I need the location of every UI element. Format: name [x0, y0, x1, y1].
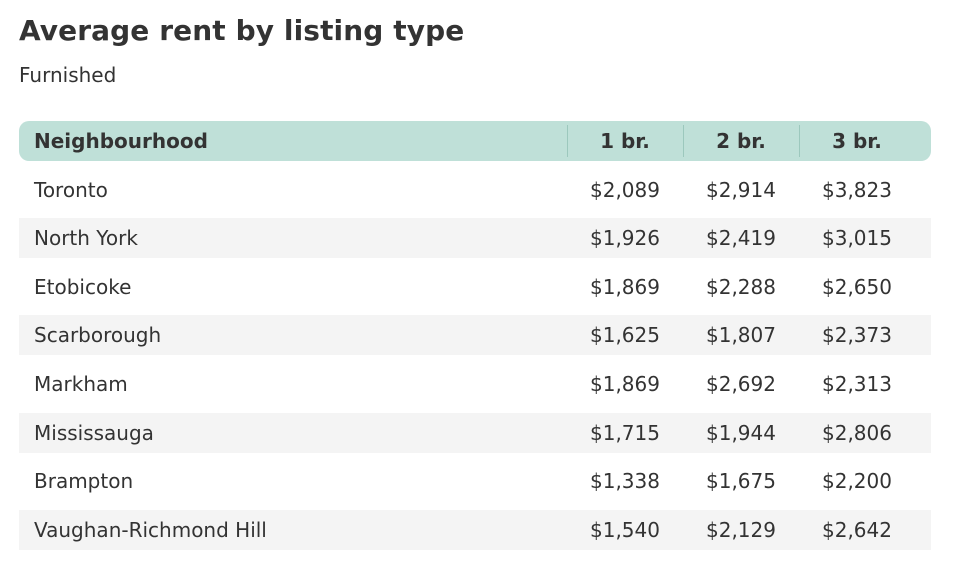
rent-cell-2br: $1,675 — [706, 469, 776, 494]
neighbourhood-cell: Toronto — [34, 177, 108, 202]
rent-cell-3br: $3,823 — [822, 177, 892, 202]
rent-cell-3br: $2,650 — [822, 274, 892, 299]
header-1br: 1 br. — [567, 125, 683, 157]
rent-cell-3br: $2,642 — [822, 517, 892, 542]
rent-cell-1br: $2,089 — [590, 177, 660, 202]
neighbourhood-cell: Etobicoke — [34, 274, 132, 299]
rent-cell-3br: $2,806 — [822, 420, 892, 445]
neighbourhood-cell: Scarborough — [34, 323, 162, 348]
chart-subtitle: Furnished — [19, 63, 117, 87]
rent-cell-1br: $1,869 — [590, 371, 660, 396]
neighbourhood-cell: Mississauga — [34, 420, 154, 445]
rent-cell-1br: $1,869 — [590, 274, 660, 299]
rent-cell-1br: $1,625 — [590, 323, 660, 348]
rent-cell-1br: $1,715 — [590, 420, 660, 445]
rent-cell-2br: $2,914 — [706, 177, 776, 202]
neighbourhood-cell: North York — [34, 226, 138, 251]
neighbourhood-cell: Vaughan-Richmond Hill — [34, 517, 267, 542]
rent-cell-1br: $1,926 — [590, 226, 660, 251]
rent-cell-2br: $1,944 — [706, 420, 776, 445]
rent-cell-2br: $2,288 — [706, 274, 776, 299]
table-row: Mississauga $1,715 $1,944 $2,806 — [19, 412, 931, 453]
table-row: Markham $1,869 $2,692 $2,313 — [19, 364, 931, 404]
neighbourhood-cell: Brampton — [34, 469, 134, 494]
table-row: Etobicoke $1,869 $2,288 $2,650 — [19, 267, 931, 307]
table-row: Vaughan-Richmond Hill $1,540 $2,129 $2,642 — [19, 509, 931, 550]
header-neighbourhood: Neighbourhood — [34, 129, 208, 153]
table-header: Neighbourhood 1 br. 2 br. 3 br. — [19, 121, 931, 161]
rent-cell-2br: $2,129 — [706, 517, 776, 542]
table-body: Toronto $2,089 $2,914 $3,823 North York $1,92… — [19, 170, 931, 550]
rent-cell-3br: $3,015 — [822, 226, 892, 251]
rent-cell-3br: $2,200 — [822, 469, 892, 494]
rent-cell-2br: $2,692 — [706, 371, 776, 396]
rent-cell-3br: $2,373 — [822, 323, 892, 348]
rent-cell-2br: $2,419 — [706, 226, 776, 251]
table-row: Scarborough $1,625 $1,807 $2,373 — [19, 315, 931, 356]
table-row: North York $1,926 $2,419 $3,015 — [19, 218, 931, 259]
table-row: Brampton $1,338 $1,675 $2,200 — [19, 461, 931, 501]
rent-cell-2br: $1,807 — [706, 323, 776, 348]
header-2br: 2 br. — [683, 125, 799, 157]
header-3br: 3 br. — [799, 125, 931, 157]
rent-table: Neighbourhood 1 br. 2 br. 3 br. Toronto $… — [19, 121, 931, 550]
rent-cell-1br: $1,338 — [590, 469, 660, 494]
table-row: Toronto $2,089 $2,914 $3,823 — [19, 170, 931, 210]
chart-title: Average rent by listing type — [19, 14, 465, 47]
neighbourhood-cell: Markham — [34, 371, 128, 396]
rent-cell-1br: $1,540 — [590, 517, 660, 542]
rent-cell-3br: $2,313 — [822, 371, 892, 396]
